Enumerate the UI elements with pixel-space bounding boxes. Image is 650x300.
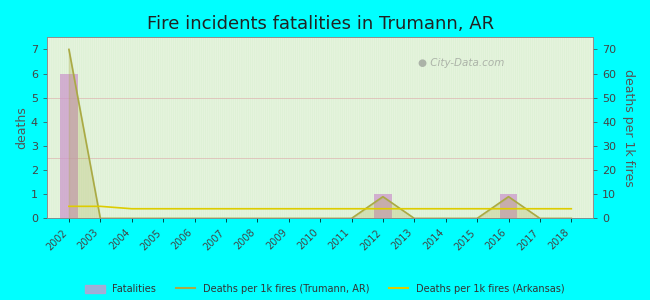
Bar <box>374 194 391 218</box>
Title: Fire incidents fatalities in Trumann, AR: Fire incidents fatalities in Trumann, AR <box>146 15 493 33</box>
Legend: Fatalities, Deaths per 1k fires (Trumann, AR), Deaths per 1k fires (Arkansas): Fatalities, Deaths per 1k fires (Trumann… <box>81 280 569 298</box>
Y-axis label: deaths: deaths <box>15 106 28 149</box>
Text: ● City-Data.com: ● City-Data.com <box>419 58 505 68</box>
Bar <box>60 74 77 218</box>
Y-axis label: deaths per 1k fires: deaths per 1k fires <box>622 69 635 187</box>
Bar <box>500 194 517 218</box>
